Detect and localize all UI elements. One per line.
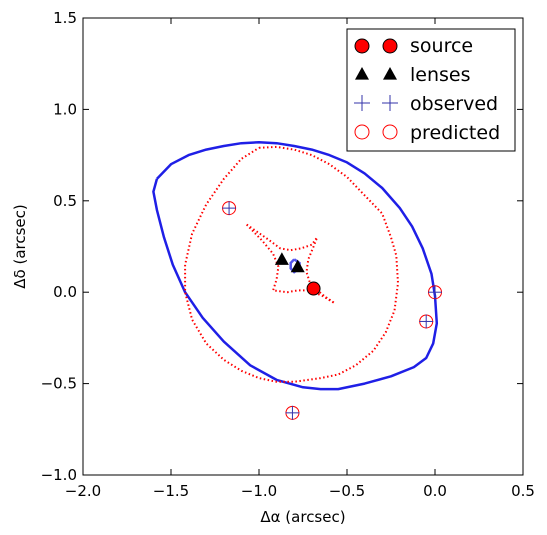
x-axis-label: Δα (arcsec) <box>260 508 345 526</box>
lens-point-0 <box>274 252 289 265</box>
legend-marker-source-0 <box>354 38 370 54</box>
legend: source lenses observed predicted <box>346 28 516 152</box>
legend-marker-predicted-0 <box>354 124 370 140</box>
legend-marker-source-1 <box>382 38 398 54</box>
y-tick-label-4: 1.0 <box>53 100 77 118</box>
legend-label-lenses: lenses <box>410 64 471 86</box>
legend-marker-observed-1 <box>382 95 398 111</box>
x-tick-label-2: −1.0 <box>241 482 277 500</box>
legend-marker-lenses-0 <box>355 67 369 80</box>
observed-point-2 <box>419 314 434 329</box>
y-tick-label-3: 0.5 <box>53 192 77 210</box>
critical-curve-outer <box>152 141 439 391</box>
legend-label-predicted: predicted <box>410 122 500 144</box>
x-tick-label-1: −1.5 <box>153 482 189 500</box>
axes-frame <box>82 17 524 476</box>
caustic-inner <box>245 223 336 305</box>
lens-point-1 <box>290 259 305 273</box>
legend-box <box>346 28 516 152</box>
legend-marker-observed-0 <box>354 95 370 111</box>
observed-point-3 <box>285 405 300 420</box>
x-tick-label-4: 0.0 <box>423 482 447 500</box>
observed-point-1 <box>428 285 442 300</box>
x-tick-label-3: −0.5 <box>329 482 365 500</box>
y-tick-label-2: 0.0 <box>53 283 77 301</box>
source-point-0 <box>306 281 321 296</box>
legend-label-observed: observed <box>410 93 498 115</box>
y-tick-label-0: −1.0 <box>41 466 77 484</box>
x-tick-label-5: 0.5 <box>511 482 535 500</box>
observed-point-0 <box>222 201 237 216</box>
y-tick-label-1: −0.5 <box>41 375 77 393</box>
legend-label-source: source <box>410 35 473 57</box>
x-tick-label-0: −2.0 <box>65 482 101 500</box>
legend-marker-predicted-1 <box>382 124 398 140</box>
legend-marker-lenses-1 <box>383 67 397 80</box>
y-axis-label: Δδ (arcsec) <box>11 204 29 288</box>
y-tick-label-5: 1.5 <box>53 9 77 27</box>
